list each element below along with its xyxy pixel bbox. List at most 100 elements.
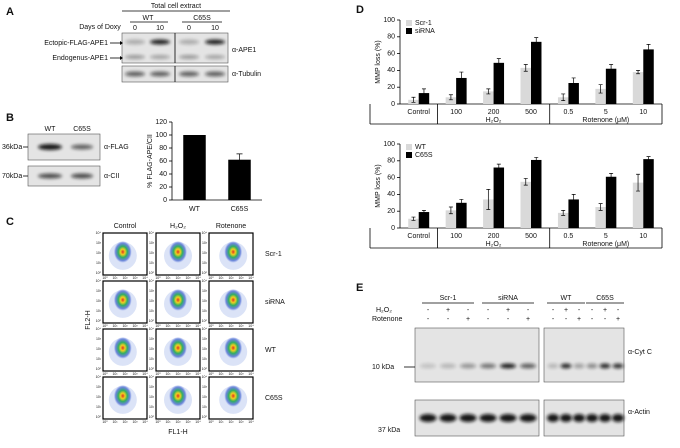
flow-density bbox=[169, 288, 187, 311]
sign: - bbox=[565, 316, 568, 323]
sign: - bbox=[527, 307, 530, 314]
y-tick-label: 100 bbox=[383, 17, 395, 24]
band bbox=[420, 363, 436, 369]
tick-label: 10³ bbox=[132, 420, 138, 424]
legend-swatch bbox=[406, 152, 412, 158]
tick-label: 10⁴ bbox=[149, 279, 155, 283]
sign: - bbox=[507, 316, 510, 323]
x-tick-label: Control bbox=[407, 233, 430, 240]
y-tick-label: 20 bbox=[387, 84, 395, 91]
error-bar bbox=[598, 203, 603, 211]
antibody-label: α-CII bbox=[104, 173, 119, 180]
error-bar bbox=[496, 163, 501, 172]
sign: - bbox=[552, 316, 555, 323]
tick-label: 10¹ bbox=[165, 324, 171, 328]
tick-label: 10² bbox=[175, 324, 181, 328]
tick-label: 10⁴ bbox=[202, 327, 208, 331]
arrow-head bbox=[120, 56, 123, 60]
tick-label: 10⁰ bbox=[102, 420, 108, 424]
lane-label: 10 bbox=[211, 25, 219, 32]
tick-label: 10⁴ bbox=[142, 276, 148, 280]
column-label: Control bbox=[114, 223, 137, 230]
tick-label: 10⁰ bbox=[149, 367, 155, 371]
band bbox=[205, 71, 225, 77]
tick-label: 10⁴ bbox=[96, 327, 102, 331]
flow-density bbox=[113, 336, 132, 359]
sign: - bbox=[591, 316, 594, 323]
y-tick-label: 60 bbox=[159, 158, 167, 165]
tick-label: 10⁰ bbox=[208, 324, 214, 328]
tick-label: 10² bbox=[122, 420, 128, 424]
tick-label: 10¹ bbox=[96, 405, 102, 409]
tick-label: 10² bbox=[149, 395, 155, 399]
blot bbox=[414, 327, 540, 383]
group-label: WT bbox=[561, 295, 573, 302]
tick-label: 10¹ bbox=[149, 309, 155, 313]
tick-label: 10³ bbox=[202, 337, 208, 341]
lane-label: WT bbox=[45, 126, 57, 133]
band bbox=[439, 414, 457, 422]
tick-label: 10² bbox=[175, 420, 181, 424]
tick-label: 10⁴ bbox=[195, 420, 201, 424]
tick-label: 10³ bbox=[185, 372, 191, 376]
group-label: C65S bbox=[193, 15, 211, 22]
sign: - bbox=[427, 307, 430, 314]
tick-label: 10⁴ bbox=[248, 324, 254, 328]
error-bar bbox=[609, 173, 614, 181]
tick-label: 10² bbox=[175, 276, 181, 280]
group-label: Rotenone (μM) bbox=[582, 241, 629, 248]
band bbox=[499, 414, 517, 422]
tick-label: 10² bbox=[122, 372, 128, 376]
sign: + bbox=[616, 316, 620, 323]
tick-label: 10³ bbox=[185, 420, 191, 424]
band-label: Ectopic-FLAG-APE1 bbox=[44, 40, 108, 47]
error-bar bbox=[459, 71, 464, 85]
error-bar bbox=[636, 70, 641, 75]
bar bbox=[595, 88, 606, 104]
band bbox=[440, 363, 456, 369]
tick-label: 10⁰ bbox=[208, 420, 214, 424]
band bbox=[205, 55, 225, 59]
error-bar bbox=[236, 153, 243, 166]
sign: - bbox=[604, 316, 607, 323]
bar bbox=[418, 212, 430, 228]
column-label: H₂O₂ bbox=[170, 223, 186, 230]
tick-label: 10³ bbox=[132, 372, 138, 376]
x-tick-label: 5 bbox=[604, 233, 608, 240]
y-axis-label: MMP loss (%) bbox=[375, 40, 382, 83]
y-tick-label: 20 bbox=[387, 208, 395, 215]
tick-label: 10¹ bbox=[149, 405, 155, 409]
tick-label: 10¹ bbox=[165, 372, 171, 376]
tick-label: 10¹ bbox=[202, 357, 208, 361]
tick-label: 10³ bbox=[238, 420, 244, 424]
sign: - bbox=[591, 307, 594, 314]
sign: - bbox=[552, 307, 555, 314]
sign: + bbox=[526, 316, 530, 323]
bar bbox=[643, 159, 654, 228]
band bbox=[480, 363, 496, 369]
bar bbox=[445, 210, 457, 228]
tick-label: 10² bbox=[202, 347, 208, 351]
tick-label: 10³ bbox=[185, 276, 191, 280]
tick-label: 10¹ bbox=[96, 357, 102, 361]
tick-label: 10¹ bbox=[202, 261, 208, 265]
x-tick-label: 500 bbox=[525, 233, 537, 240]
row-label: WT bbox=[265, 347, 277, 354]
y-tick-label: 100 bbox=[155, 132, 167, 139]
marker-label: 70kDa bbox=[2, 173, 22, 180]
tick-label: 10⁴ bbox=[96, 279, 102, 283]
tick-label: 10¹ bbox=[149, 357, 155, 361]
group-label: WT bbox=[143, 15, 155, 22]
tick-label: 10⁰ bbox=[102, 276, 108, 280]
error-bar bbox=[571, 77, 576, 89]
sign: - bbox=[487, 307, 490, 314]
blot-header: Total cell extract bbox=[151, 3, 201, 10]
tick-label: 10¹ bbox=[149, 261, 155, 265]
bar bbox=[183, 135, 206, 200]
tick-label: 10⁴ bbox=[142, 420, 148, 424]
band bbox=[573, 363, 585, 369]
tick-label: 10² bbox=[228, 372, 234, 376]
bar bbox=[605, 176, 617, 228]
tick-label: 10¹ bbox=[218, 372, 224, 376]
